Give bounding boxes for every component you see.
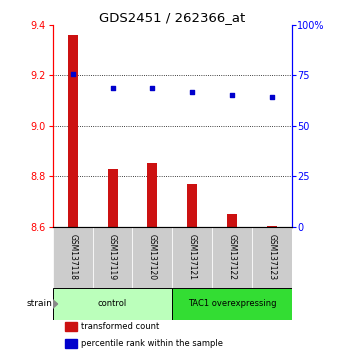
- Bar: [53, 227, 93, 288]
- Text: GSM137118: GSM137118: [68, 234, 77, 280]
- Point: [269, 95, 275, 100]
- Bar: [212, 227, 252, 288]
- Point: [110, 86, 115, 91]
- Text: percentile rank within the sample: percentile rank within the sample: [81, 339, 223, 348]
- Point: [229, 92, 235, 98]
- Text: transformed count: transformed count: [81, 322, 160, 331]
- Bar: [187, 184, 197, 227]
- Bar: [132, 227, 172, 288]
- Title: GDS2451 / 262366_at: GDS2451 / 262366_at: [99, 11, 245, 24]
- Bar: [252, 227, 292, 288]
- Text: GSM137120: GSM137120: [148, 234, 157, 280]
- Bar: [68, 35, 78, 227]
- Bar: [65, 322, 77, 331]
- Text: control: control: [98, 299, 127, 308]
- Point: [150, 86, 155, 91]
- Point: [189, 90, 195, 95]
- Text: TAC1 overexpressing: TAC1 overexpressing: [188, 299, 276, 308]
- Bar: [147, 164, 157, 227]
- Text: GSM137121: GSM137121: [188, 234, 197, 280]
- Text: GSM137123: GSM137123: [267, 234, 276, 280]
- Bar: [227, 214, 237, 227]
- Bar: [172, 288, 292, 320]
- Bar: [172, 227, 212, 288]
- Text: strain: strain: [27, 299, 53, 308]
- Text: GSM137122: GSM137122: [227, 234, 236, 280]
- Bar: [107, 169, 118, 227]
- Bar: [65, 339, 77, 348]
- Text: GSM137119: GSM137119: [108, 234, 117, 280]
- Bar: [93, 227, 132, 288]
- Polygon shape: [52, 299, 58, 309]
- Point: [70, 72, 75, 77]
- Bar: [53, 288, 172, 320]
